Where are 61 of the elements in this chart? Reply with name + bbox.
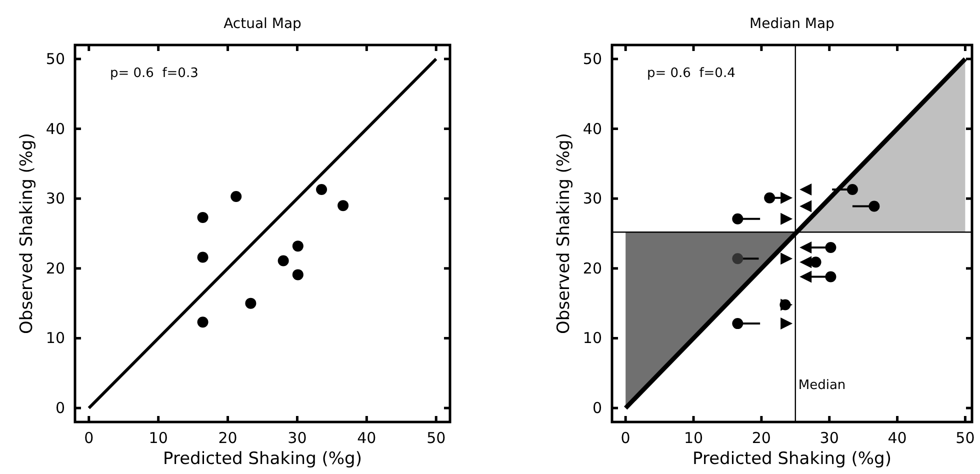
point bbox=[800, 256, 812, 268]
y-axis-title: Observed Shaking (%g) bbox=[554, 133, 574, 334]
point bbox=[825, 242, 836, 253]
x-axis-title: Predicted Shaking (%g) bbox=[163, 449, 362, 469]
point bbox=[732, 253, 744, 264]
point bbox=[292, 269, 304, 280]
y-axis-title: Observed Shaking (%g) bbox=[17, 133, 37, 334]
x-tick-label: 30 bbox=[288, 429, 307, 447]
y-tick-label: 40 bbox=[582, 120, 602, 138]
x-tick-label: 50 bbox=[956, 429, 975, 447]
x-tick-label: 40 bbox=[357, 429, 376, 447]
x-tick-label: 10 bbox=[148, 429, 168, 447]
point bbox=[800, 184, 812, 196]
y-tick-label: 50 bbox=[46, 50, 65, 68]
y-tick-label: 20 bbox=[46, 259, 65, 278]
point bbox=[846, 184, 858, 196]
y-tick-label: 30 bbox=[46, 190, 65, 208]
x-tick-label: 50 bbox=[426, 429, 446, 447]
point bbox=[800, 200, 812, 212]
x-tick-label: 20 bbox=[218, 429, 238, 447]
point bbox=[764, 192, 776, 204]
x-axis-title: Predicted Shaking (%g) bbox=[692, 449, 892, 469]
point bbox=[732, 213, 744, 224]
y-tick-label: 10 bbox=[582, 329, 602, 348]
point bbox=[316, 184, 328, 196]
y-tick-label: 20 bbox=[582, 259, 602, 278]
point bbox=[800, 270, 812, 283]
y-tick-label: 40 bbox=[46, 120, 65, 138]
point bbox=[780, 212, 793, 225]
point bbox=[780, 252, 793, 265]
point bbox=[292, 240, 304, 252]
point bbox=[825, 271, 836, 282]
y-tick-label: 10 bbox=[46, 329, 65, 348]
point bbox=[230, 191, 242, 202]
annotation: p= 0.6 f=0.3 bbox=[110, 66, 198, 81]
chart-title: Actual Map bbox=[224, 16, 302, 32]
point bbox=[197, 252, 208, 263]
point bbox=[338, 200, 349, 212]
point bbox=[197, 316, 208, 328]
point bbox=[278, 255, 289, 266]
point bbox=[197, 212, 208, 223]
x-tick-label: 0 bbox=[84, 429, 94, 447]
y-tick-label: 0 bbox=[55, 399, 65, 418]
point bbox=[800, 241, 812, 254]
point bbox=[810, 256, 822, 268]
y-tick-label: 0 bbox=[592, 399, 602, 418]
x-tick-label: 10 bbox=[684, 429, 704, 447]
annotation: p= 0.6 f=0.4 bbox=[647, 66, 736, 81]
point bbox=[780, 192, 793, 204]
chart-title: Median Map bbox=[750, 16, 835, 32]
x-tick-label: 20 bbox=[752, 429, 771, 447]
point bbox=[732, 318, 744, 330]
point bbox=[868, 200, 880, 212]
point bbox=[780, 318, 793, 330]
x-tick-label: 30 bbox=[820, 429, 839, 447]
ref-line-label: Median bbox=[798, 378, 846, 393]
point bbox=[245, 298, 256, 309]
y-tick-label: 30 bbox=[582, 190, 602, 208]
x-tick-label: 40 bbox=[888, 429, 907, 447]
x-tick-label: 0 bbox=[620, 429, 630, 447]
y-tick-label: 50 bbox=[582, 50, 602, 68]
